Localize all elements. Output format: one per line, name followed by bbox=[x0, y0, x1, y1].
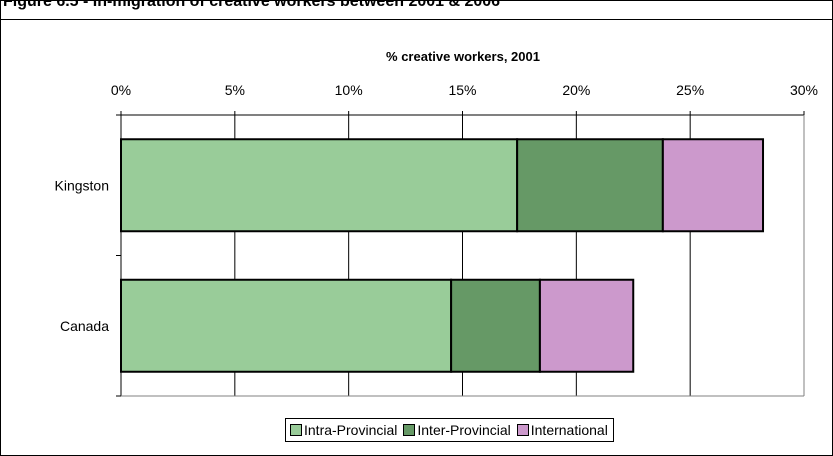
legend-label: Inter-Provincial bbox=[417, 422, 511, 438]
x-tick-label: 25% bbox=[676, 82, 704, 98]
tick-labels: 0% 5% 10% 15% 20% 25% 30% bbox=[111, 82, 818, 98]
category-labels: Kingston Canada bbox=[55, 177, 110, 334]
bar-kingston-inter-provincial bbox=[516, 138, 664, 233]
bar-kingston-intra-provincial bbox=[120, 138, 519, 233]
legend-swatch bbox=[516, 424, 529, 436]
category-label: Kingston bbox=[55, 177, 109, 193]
x-tick-label: 0% bbox=[111, 82, 131, 98]
bar-kingston-international bbox=[661, 138, 765, 233]
x-tick-label: 10% bbox=[335, 82, 363, 98]
x-tick-label: 15% bbox=[448, 82, 476, 98]
bar-canada-intra-provincial bbox=[120, 278, 453, 373]
x-tick-label: 5% bbox=[225, 82, 245, 98]
bar-canada-inter-provincial bbox=[450, 278, 541, 373]
bars bbox=[120, 138, 765, 373]
legend-swatch bbox=[403, 424, 416, 436]
legend-item-intra-provincial: Intra-Provincial bbox=[290, 422, 397, 438]
x-tick-label: 20% bbox=[562, 82, 590, 98]
legend-item-inter-provincial: Inter-Provincial bbox=[403, 422, 511, 438]
x-tick-label: 30% bbox=[790, 82, 818, 98]
bar-canada-international bbox=[538, 278, 635, 373]
legend-label: International bbox=[530, 422, 608, 438]
axes bbox=[116, 111, 805, 397]
legend-label: Intra-Provincial bbox=[304, 422, 398, 438]
legend-item-international: International bbox=[516, 422, 608, 438]
figure-title: Figure 6.5 - In-migration of creative wo… bbox=[3, 0, 501, 10]
title-divider bbox=[1, 19, 832, 20]
x-axis-title: % creative workers, 2001 bbox=[386, 49, 540, 64]
legend: Intra-Provincial Inter-Provincial Intern… bbox=[285, 418, 614, 442]
category-label: Canada bbox=[60, 318, 109, 334]
legend-swatch bbox=[290, 424, 302, 436]
